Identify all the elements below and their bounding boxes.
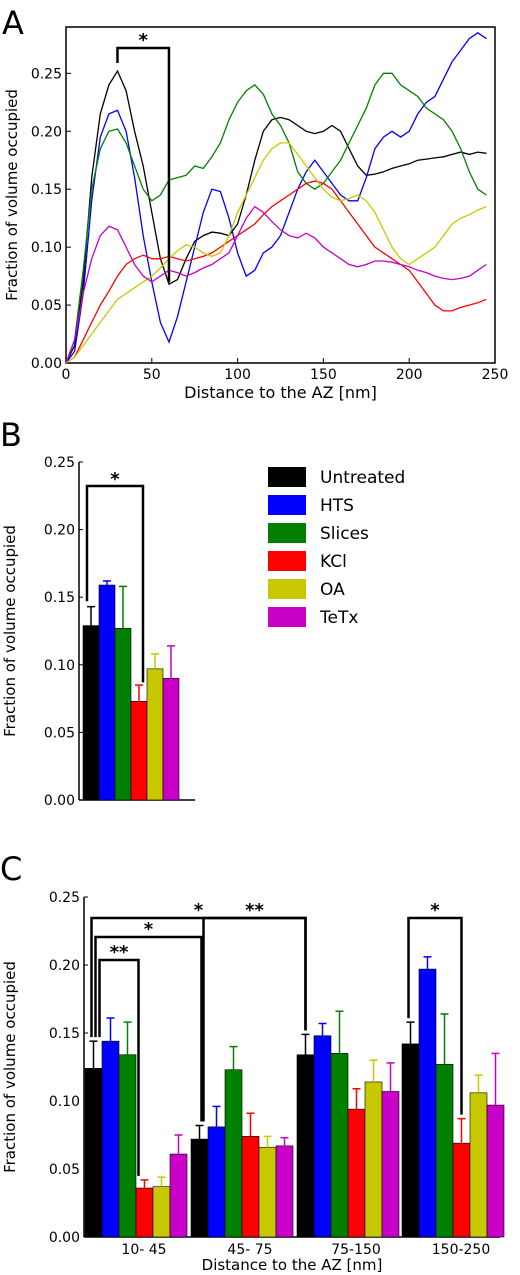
legend-swatch-hts (268, 495, 306, 515)
panel-b-ytick-label: 0.10 (44, 658, 75, 674)
panel-c-bar-oa (258, 1146, 277, 1238)
panel-c-significance-star: * (430, 900, 440, 921)
panel-a-series-untreated (65, 69, 487, 364)
panel-b-ytick-label: 0.05 (44, 725, 75, 741)
panel-a-series-kcl (65, 180, 487, 364)
legend-label-untreated: Untreated (320, 468, 405, 488)
panel-b-significance-bracket (85, 484, 145, 683)
panel-c-bar-untreated (296, 1054, 315, 1238)
panel-a-ytick-label: 0.05 (31, 298, 62, 314)
panel-a-significance-star: * (139, 30, 149, 51)
panel-c-bar-kcl (135, 1187, 154, 1238)
panel-c-bar-slices (224, 1069, 243, 1238)
legend-swatch-kcl (268, 551, 306, 571)
panel-c-significance-bracket (98, 958, 140, 1176)
legend-swatch-oa (268, 579, 306, 599)
panel-b-ytick-label: 0.15 (44, 590, 75, 606)
panel-c-category-label: 75-150 (331, 1242, 381, 1258)
panel-c-bar-oa (364, 1081, 383, 1238)
panel-b-bar-tetx (162, 678, 180, 801)
panel-c-significance-star: ** (245, 900, 264, 921)
panel-c-bar-tetx (275, 1145, 294, 1238)
panel-c-bar-untreated (401, 1043, 420, 1238)
panel-b-bar-slices (114, 627, 132, 801)
panel-c-xlabel: Distance to the AZ [nm] (202, 1256, 383, 1274)
panel-c-significance-star: ** (110, 942, 129, 963)
panel-b-bar-hts (98, 584, 116, 801)
panel-c-ylabel: Fraction of volume occupied (1, 961, 19, 1173)
panel-a-ytick-label: 0.20 (31, 124, 62, 140)
panel-a-letter: A (2, 4, 24, 42)
panel-a-axes-frame (65, 26, 496, 364)
panel-c-bar-hts (313, 1035, 332, 1238)
panel-c-bar-oa (469, 1092, 488, 1238)
legend-label-tetx: TeTx (319, 608, 358, 628)
panel-a-xtick-label: 150 (310, 367, 337, 383)
panel-a-ytick-label: 0.25 (31, 66, 62, 82)
legend-label-kcl: KCl (320, 552, 347, 572)
panel-c-significance-star: * (144, 919, 154, 940)
panel-c-ytick-label: 0.05 (49, 1162, 80, 1178)
panel-b-ytick-label: 0.20 (44, 523, 75, 539)
legend-label-oa: OA (320, 580, 345, 600)
panel-c-significance-bracket (202, 916, 307, 1122)
panel-c-category-label: 45- 75 (227, 1242, 272, 1258)
panel-c-bar-tetx (169, 1153, 188, 1238)
panel-b-bar-untreated (82, 625, 100, 801)
panel-c-bar-slices (330, 1053, 349, 1238)
panel-a-xtick-label: 250 (482, 367, 509, 383)
panel-c-bar-kcl (452, 1142, 471, 1238)
panel-a-ytick-label: 0.15 (31, 182, 62, 198)
panel-b-letter: B (0, 416, 22, 454)
panel-a-ylabel: Fraction of volume occupied (3, 89, 21, 301)
panel-a-series-slices (65, 72, 487, 364)
panel-c-category-label: 150-250 (432, 1242, 491, 1258)
panel-c-bar-hts (101, 1040, 120, 1238)
panel-c-bar-oa (152, 1186, 171, 1238)
legend-swatch-untreated (268, 467, 306, 487)
panel-c-ytick-label: 0.10 (49, 1094, 80, 1110)
panel-a-series-hts (65, 32, 487, 364)
panel-b-ytick-label: 0.25 (44, 455, 75, 471)
panel-c-significance-star: * (194, 900, 204, 921)
legend-label-slices: Slices (320, 524, 369, 544)
legend-swatch-slices (268, 523, 306, 543)
panel-a-xtick-label: 50 (143, 367, 161, 383)
legend-swatch-tetx (268, 607, 306, 627)
panel-c-bar-untreated (190, 1138, 209, 1238)
panel-a-xlabel: Distance to the AZ [nm] (184, 383, 377, 402)
panel-c-ytick-label: 0.20 (49, 958, 80, 974)
panel-b-significance-star: * (110, 469, 120, 490)
panel-c-bar-tetx (381, 1091, 400, 1238)
panel-a-series-tetx (65, 205, 487, 364)
panel-c-bar-slices (118, 1054, 137, 1238)
panel-c-bar-kcl (347, 1108, 366, 1238)
panel-a-ytick-label: 0.00 (31, 356, 62, 372)
panel-a-xtick-label: 0 (62, 367, 71, 383)
panel-b-bar-oa (146, 668, 164, 801)
panel-a-xtick-label: 200 (396, 367, 423, 383)
panel-a-significance-bracket (116, 46, 171, 283)
panel-c-letter: C (0, 850, 22, 888)
panel-c-bar-slices (435, 1063, 454, 1238)
panel-a-ytick-label: 0.10 (31, 240, 62, 256)
panel-c-bar-kcl (241, 1136, 260, 1238)
panel-a-series-oa (65, 142, 487, 364)
panel-b-ytick-label: 0.00 (44, 793, 75, 809)
panel-c-category-label: 10- 45 (121, 1242, 166, 1258)
panel-c-ytick-label: 0.15 (49, 1026, 80, 1042)
panel-c-bar-hts (418, 968, 437, 1238)
panel-c-ytick-label: 0.00 (49, 1230, 80, 1246)
panel-c-significance-bracket (94, 935, 203, 1122)
panel-b-bar-kcl (130, 701, 148, 801)
panel-b-ylabel: Fraction of volume occupied (1, 525, 19, 737)
legend-label-hts: HTS (320, 496, 354, 516)
panel-c-bar-untreated (84, 1068, 103, 1238)
panel-c-bar-tetx (486, 1104, 505, 1238)
panel-c-significance-bracket (407, 916, 463, 1115)
panel-c-ytick-label: 0.25 (49, 890, 80, 906)
panel-a-xtick-label: 100 (224, 367, 251, 383)
panel-c-bar-hts (207, 1126, 226, 1238)
